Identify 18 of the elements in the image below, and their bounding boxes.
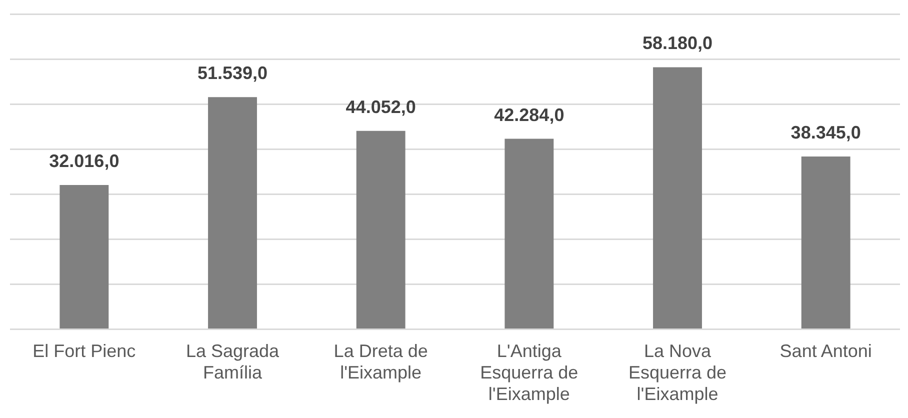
bar bbox=[208, 97, 257, 328]
data-label: 38.345,0 bbox=[790, 122, 861, 143]
x-tick-label: El Fort Pienc bbox=[32, 340, 136, 361]
data-label: 58.180,0 bbox=[642, 33, 713, 54]
data-label: 32.016,0 bbox=[49, 151, 120, 172]
x-tick-label: La Sagrada Família bbox=[186, 340, 280, 383]
x-tick-label: La Dreta de l'Eixample bbox=[334, 340, 428, 383]
bar bbox=[801, 156, 850, 328]
data-label: 44.052,0 bbox=[346, 96, 416, 117]
data-label: 51.539,0 bbox=[197, 63, 268, 84]
bar bbox=[653, 67, 702, 328]
x-tick-label: Sant Antoni bbox=[780, 340, 872, 361]
bar bbox=[504, 138, 554, 328]
x-tick-label: L'Antiga Esquerra de l'Eixample bbox=[480, 340, 578, 404]
x-tick-label: La Nova Esquerra de l'Eixample bbox=[628, 340, 727, 404]
data-label: 42.284,0 bbox=[494, 104, 564, 125]
bar bbox=[356, 130, 406, 328]
bar bbox=[60, 185, 109, 328]
